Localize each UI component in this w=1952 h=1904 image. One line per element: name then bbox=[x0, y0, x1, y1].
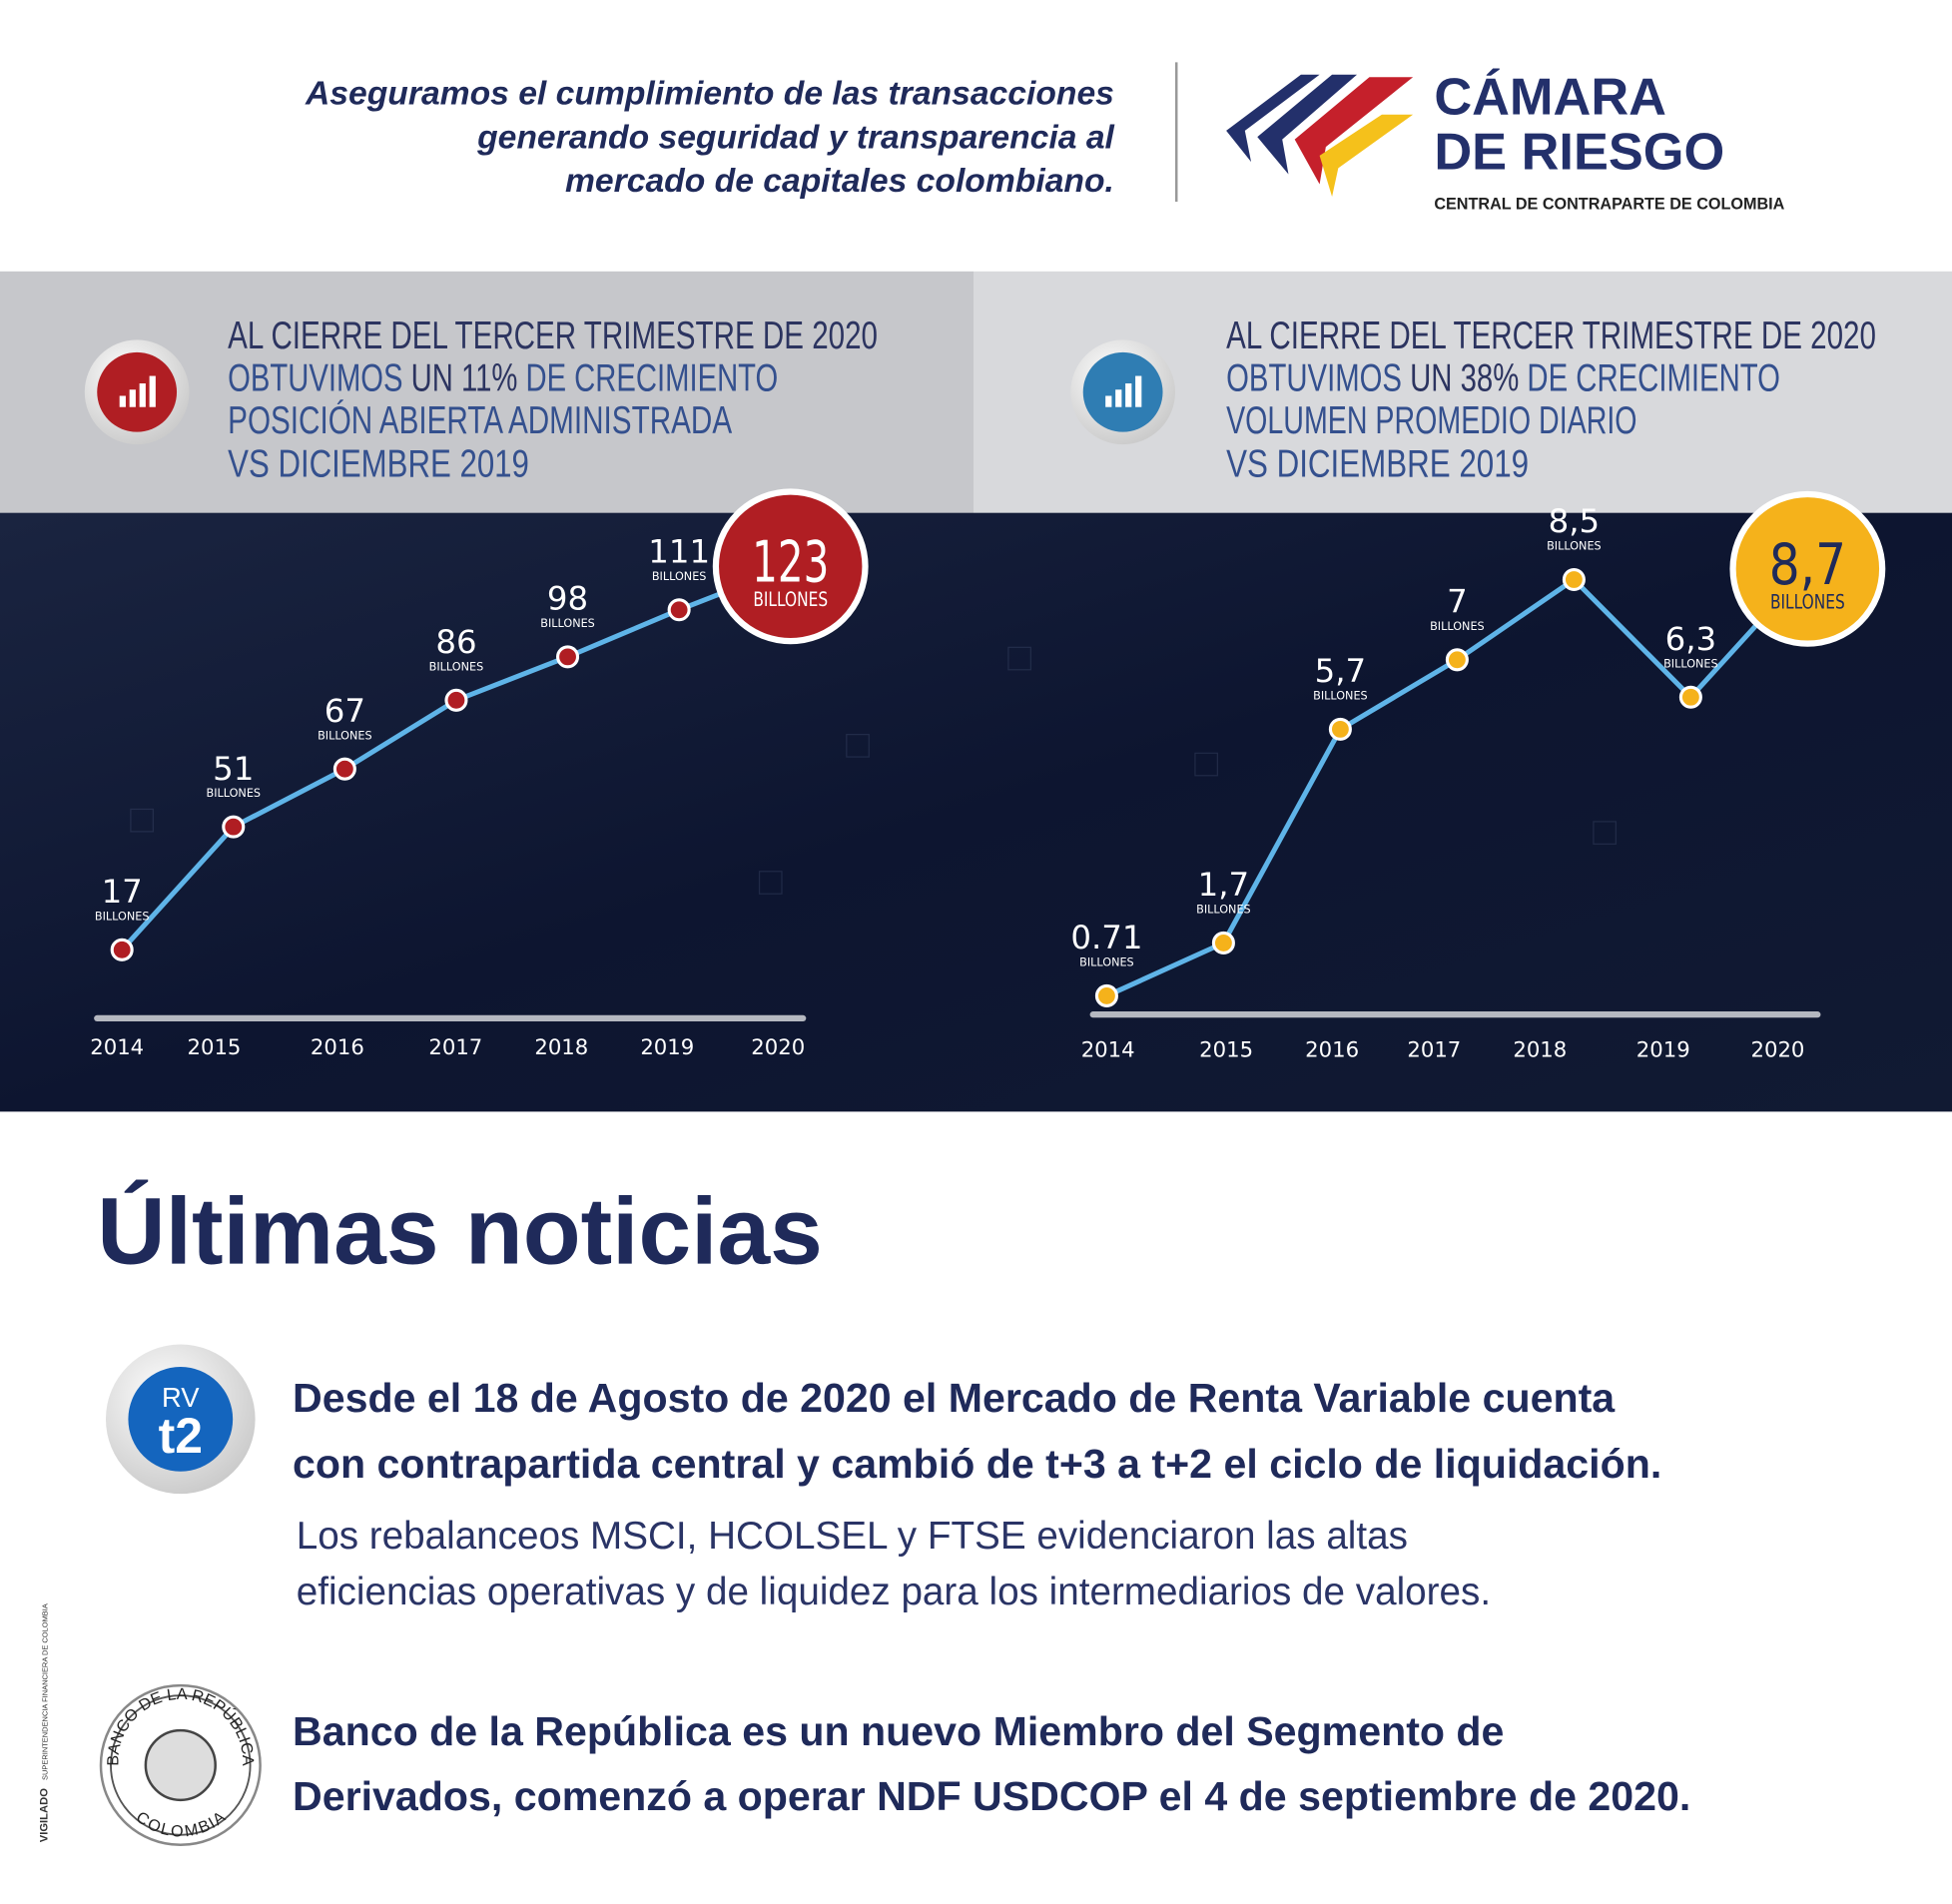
point bbox=[1211, 931, 1235, 954]
value-label: 86 bbox=[435, 623, 476, 661]
vigilado-entity: SUPERINTENDENCIA FINANCIERA DE COLOMBIA bbox=[40, 1603, 49, 1780]
x-tick-label: 2020 bbox=[1750, 1037, 1804, 1062]
highlight-value: 8,7 bbox=[1769, 531, 1846, 598]
vigilado-label: VIGILADO bbox=[38, 1788, 50, 1842]
x-tick-label: 2017 bbox=[428, 1034, 482, 1059]
unit-label: BILLONES bbox=[1196, 904, 1251, 917]
unit-label: BILLONES bbox=[1663, 657, 1718, 670]
tagline: generando seguridad y transparencia al bbox=[476, 119, 1114, 156]
highlight-point bbox=[712, 488, 869, 645]
logo-name: DE RIESGO bbox=[1434, 124, 1724, 182]
unit-label: BILLONES bbox=[540, 617, 595, 630]
value-label: 0.71 bbox=[1070, 919, 1142, 956]
point bbox=[332, 757, 356, 781]
header: Aseguramos el cumplimiento de las transa… bbox=[305, 76, 1115, 200]
x-tick-label: 2018 bbox=[534, 1034, 588, 1059]
x-tick-label: 2018 bbox=[1513, 1037, 1567, 1062]
unit-label: BILLONES bbox=[1079, 956, 1134, 969]
point bbox=[1094, 983, 1118, 1007]
panel-word: DE CRECIMIENTO bbox=[1527, 356, 1780, 399]
panel-line: OBTUVIMOS UN 11% DE CRECIMIENTO bbox=[228, 356, 778, 399]
unit-label: BILLONES bbox=[1430, 620, 1485, 633]
news-headline: Banco de la República es un nuevo Miembr… bbox=[293, 1708, 1504, 1754]
unit-label: BILLONES bbox=[1547, 540, 1602, 553]
x-tick-label: 2016 bbox=[311, 1034, 364, 1059]
point bbox=[444, 688, 468, 712]
value-label: 67 bbox=[325, 692, 365, 730]
x-tick-label: 2019 bbox=[640, 1034, 694, 1059]
point bbox=[1678, 685, 1702, 709]
seal: BANCO DE LA REPÚBLICA COLOMBIA bbox=[99, 1683, 262, 1847]
highlight-point bbox=[1729, 490, 1886, 647]
logo-mark bbox=[1226, 74, 1414, 197]
news-headline: Desde el 18 de Agosto de 2020 el Mercado… bbox=[293, 1375, 1616, 1421]
value-label: 8,5 bbox=[1549, 502, 1601, 540]
panel-word: OBTUVIMOS bbox=[228, 356, 402, 399]
unit-label: BILLONES bbox=[207, 787, 262, 800]
panel-text: AL CIERRE DEL TERCER TRIMESTRE DE 2020 O… bbox=[228, 315, 1876, 485]
value-label: 111 bbox=[648, 532, 710, 570]
unit-label: BILLONES bbox=[318, 729, 372, 742]
unit-label: BILLONES bbox=[652, 570, 707, 583]
charts: 2014 2015 2016 2017 2018 2019 202017BILLONES51… bbox=[90, 488, 1886, 1062]
x-tick-label: 2020 bbox=[751, 1034, 805, 1059]
point bbox=[1328, 717, 1352, 741]
unit-label: BILLONES bbox=[429, 660, 484, 673]
tagline: mercado de capitales colombiano. bbox=[565, 163, 1114, 200]
x-tick-label: 2019 bbox=[1636, 1037, 1690, 1062]
x-tick-label: 2017 bbox=[1407, 1037, 1461, 1062]
point bbox=[556, 645, 580, 669]
x-tick-label: 2015 bbox=[1199, 1037, 1253, 1062]
value-label: 1,7 bbox=[1198, 866, 1250, 904]
value-label: 6,3 bbox=[1665, 620, 1717, 658]
chart-bg bbox=[0, 512, 1952, 1112]
logo-name: CÁMARA bbox=[1434, 69, 1666, 127]
decor bbox=[130, 646, 1617, 895]
value-label: 51 bbox=[213, 750, 254, 788]
point bbox=[1562, 567, 1586, 592]
rv-icon: RV t2 bbox=[105, 1344, 256, 1495]
tagline: Aseguramos el cumplimiento de las transa… bbox=[305, 76, 1114, 113]
panel-line: AL CIERRE DEL TERCER TRIMESTRE DE 2020 bbox=[228, 315, 878, 357]
point bbox=[222, 815, 246, 839]
news-headline: con contrapartida central y cambió de t+… bbox=[293, 1441, 1661, 1487]
unit-label: BILLONES bbox=[1313, 689, 1368, 702]
point bbox=[667, 598, 691, 622]
vigilado: VIGILADO SUPERINTENDENCIA FINANCIERA DE … bbox=[38, 1603, 50, 1842]
panel-line: AL CIERRE DEL TERCER TRIMESTRE DE 2020 bbox=[1226, 315, 1876, 357]
panel-line: VOLUMEN PROMEDIO DIARIO bbox=[1226, 399, 1636, 442]
value-label: 5,7 bbox=[1315, 652, 1367, 690]
panel-word: OBTUVIMOS bbox=[1226, 356, 1402, 399]
value-label: 7 bbox=[1447, 582, 1468, 620]
icon-text: RV bbox=[162, 1382, 200, 1413]
unit-label: BILLONES bbox=[95, 910, 150, 923]
news-headline: Derivados, comenzó a operar NDF USDCOP e… bbox=[293, 1773, 1690, 1819]
x-tick-label: 2014 bbox=[1081, 1037, 1135, 1062]
icon bbox=[84, 339, 1175, 445]
news-title: Últimas noticias bbox=[97, 1179, 823, 1285]
highlight-unit: BILLONES bbox=[1770, 590, 1845, 614]
panel-line: OBTUVIMOS UN 38% DE CRECIMIENTO bbox=[1226, 356, 1780, 399]
panel-word: UN 38% bbox=[1402, 356, 1527, 399]
panel-word: DE CRECIMIENTO bbox=[525, 356, 778, 399]
panel-line: POSICIÓN ABIERTA ADMINISTRADA bbox=[228, 399, 732, 442]
highlight-value: 123 bbox=[752, 528, 829, 595]
point bbox=[1445, 648, 1469, 672]
news-body: eficiencias operativas y de liquidez par… bbox=[297, 1571, 1491, 1613]
panel-word: UN 11% bbox=[403, 356, 526, 399]
highlight-unit: BILLONES bbox=[753, 587, 828, 611]
x-tick-label: 2015 bbox=[187, 1034, 241, 1059]
point bbox=[110, 938, 134, 961]
x-tick-label: 2016 bbox=[1305, 1037, 1359, 1062]
icon-text: t2 bbox=[159, 1408, 203, 1464]
value-label: 98 bbox=[547, 579, 588, 617]
logo-subtitle: CENTRAL DE CONTRAPARTE DE COLOMBIA bbox=[1434, 195, 1784, 213]
panel-line: VS DICIEMBRE 2019 bbox=[1226, 443, 1529, 486]
value-label: 17 bbox=[102, 873, 143, 911]
panel-line: VS DICIEMBRE 2019 bbox=[228, 443, 529, 486]
news-body: Los rebalanceos MSCI, HCOLSEL y FTSE evi… bbox=[297, 1515, 1408, 1558]
x-tick-label: 2014 bbox=[90, 1034, 144, 1059]
